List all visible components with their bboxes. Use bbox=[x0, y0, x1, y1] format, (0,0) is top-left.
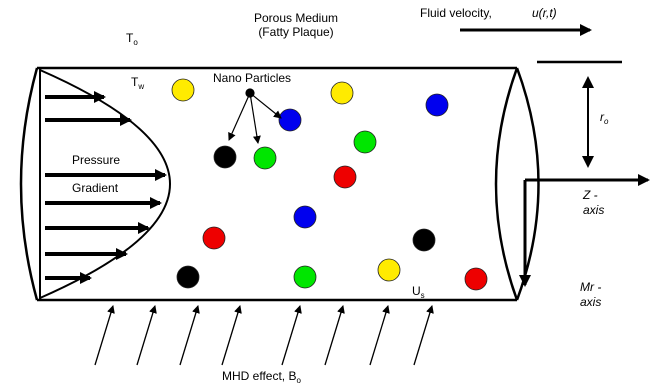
diagram: Porous Medium (Fatty Plaque) Fluid veloc… bbox=[0, 0, 654, 387]
label: (Fatty Plaque) bbox=[258, 25, 333, 39]
label: MHD effect, Bo bbox=[222, 369, 301, 385]
label-sub: w bbox=[137, 82, 144, 91]
mhd-arrows bbox=[95, 306, 432, 365]
label-main: U bbox=[412, 284, 421, 298]
label: axis bbox=[580, 295, 601, 309]
label: Nano Particles bbox=[213, 71, 291, 85]
label: Fluid velocity, bbox=[420, 6, 492, 20]
label: Gradient bbox=[72, 181, 119, 195]
label: To bbox=[126, 31, 138, 47]
label: Z - bbox=[582, 188, 598, 202]
label-sub: o bbox=[604, 117, 609, 126]
label: Porous Medium bbox=[254, 11, 338, 25]
pointer-lines bbox=[229, 89, 281, 143]
label-sub: o bbox=[133, 38, 138, 47]
label: Mr - bbox=[580, 280, 601, 294]
label: u(r,t) bbox=[532, 6, 557, 20]
label-main: MHD effect, B bbox=[222, 369, 296, 383]
label: axis bbox=[583, 203, 604, 217]
label: Us bbox=[412, 284, 425, 300]
nano-particles bbox=[172, 79, 487, 290]
label: ro bbox=[600, 110, 609, 126]
label-sub: o bbox=[296, 376, 301, 385]
label: Tw bbox=[131, 75, 144, 91]
label-sub: s bbox=[421, 291, 425, 300]
label: Pressure bbox=[72, 153, 120, 167]
